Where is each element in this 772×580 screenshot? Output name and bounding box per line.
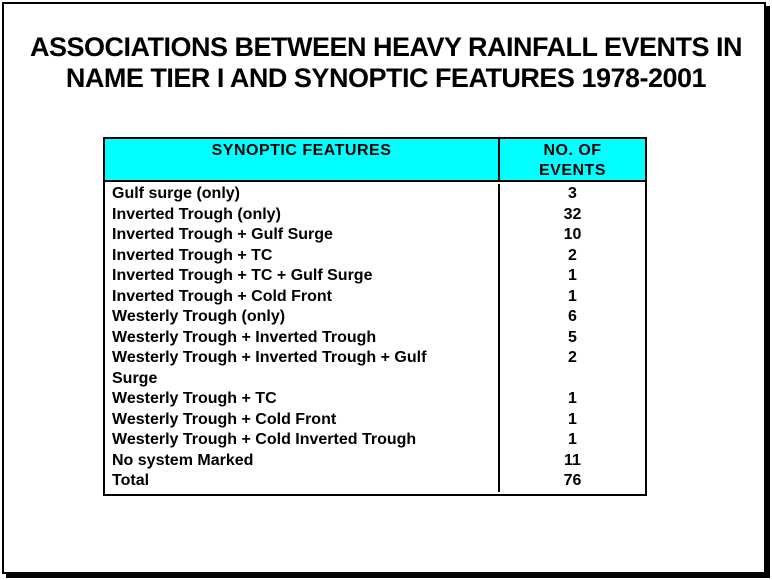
events-count-cell: 2 [568, 246, 577, 264]
events-count-cell: 1 [568, 431, 577, 448]
events-count-cell: 10 [563, 226, 582, 243]
feature-cell: Inverted Trough (only) [105, 204, 500, 225]
table-row: Surge [105, 368, 645, 390]
table-row: Westerly Trough (only) 6 [105, 307, 645, 328]
column-header-no-of-events-line-2: EVENTS [538, 162, 606, 179]
table-row: Westerly Trough + Inverted Trough + Gulf… [105, 348, 645, 369]
column-header-no-of-events: NO. OF EVENTS [500, 139, 645, 180]
table-row: Total 76 [105, 471, 645, 492]
events-count-cell: 1 [568, 287, 577, 305]
feature-cell: Gulf surge (only) [105, 184, 500, 205]
feature-cell: Total [105, 471, 500, 492]
table-row: Inverted Trough + Gulf Surge 10 [105, 225, 645, 246]
feature-cell: Inverted Trough + TC + Gulf Surge [105, 266, 500, 287]
events-count-cell: 76 [563, 472, 582, 489]
table-header-row: SYNOPTIC FEATURES NO. OF EVENTS [105, 139, 645, 182]
feature-cell: Westerly Trough + Cold Front [105, 409, 500, 430]
feature-cell: No system Marked [105, 450, 500, 471]
feature-cell: Westerly Trough + Inverted Trough [105, 327, 500, 348]
table-row: Westerly Trough + Cold Inverted Trough 1 [105, 430, 645, 451]
feature-cell: Westerly Trough + Inverted Trough + Gulf [105, 348, 500, 369]
slide-title-line-2: NAME TIER I AND SYNOPTIC FEATURES 1978-2… [65, 63, 707, 93]
feature-cell: Inverted Trough + TC [105, 245, 500, 266]
feature-cell: Westerly Trough + TC [105, 389, 500, 410]
slide-title: ASSOCIATIONS BETWEEN HEAVY RAINFALL EVEN… [0, 32, 772, 94]
slide-title-line-1: ASSOCIATIONS BETWEEN HEAVY RAINFALL EVEN… [29, 32, 743, 62]
feature-cell: Surge [105, 368, 500, 389]
table-row: Inverted Trough + TC + Gulf Surge 1 [105, 266, 645, 287]
table-row: Inverted Trough (only) 32 [105, 204, 645, 225]
events-count-cell: 5 [568, 328, 577, 346]
table-row: Inverted Trough + Cold Front 1 [105, 286, 645, 307]
events-count-cell: 1 [568, 410, 577, 428]
synoptic-features-table: SYNOPTIC FEATURES NO. OF EVENTS Gulf sur… [103, 137, 647, 496]
column-header-no-of-events-line-1: NO. OF [543, 142, 602, 159]
events-count-cell: 32 [563, 205, 582, 223]
table-row: Westerly Trough + Inverted Trough 5 [105, 327, 645, 348]
events-count-cell [500, 369, 645, 390]
table-body: Gulf surge (only) 3 Inverted Trough (only)… [105, 182, 645, 494]
table-row: Westerly Trough + Cold Front 1 [105, 409, 645, 430]
feature-cell: Westerly Trough (only) [105, 307, 500, 328]
events-count-cell: 2 [568, 349, 577, 366]
table-row: Gulf surge (only) 3 [105, 184, 645, 205]
feature-cell: Inverted Trough + Cold Front [105, 286, 500, 307]
table-row: No system Marked 11 [105, 450, 645, 471]
events-count-cell: 1 [568, 267, 577, 284]
events-count-cell: 1 [568, 390, 577, 407]
column-header-synoptic-features: SYNOPTIC FEATURES [105, 139, 500, 180]
table-row: Westerly Trough + TC 1 [105, 389, 645, 410]
events-count-cell: 11 [564, 451, 581, 469]
table-row: Inverted Trough + TC 2 [105, 245, 645, 266]
events-count-cell: 6 [568, 308, 577, 325]
feature-cell: Inverted Trough + Gulf Surge [105, 225, 500, 246]
events-count-cell: 3 [568, 185, 577, 202]
feature-cell: Westerly Trough + Cold Inverted Trough [105, 430, 500, 451]
